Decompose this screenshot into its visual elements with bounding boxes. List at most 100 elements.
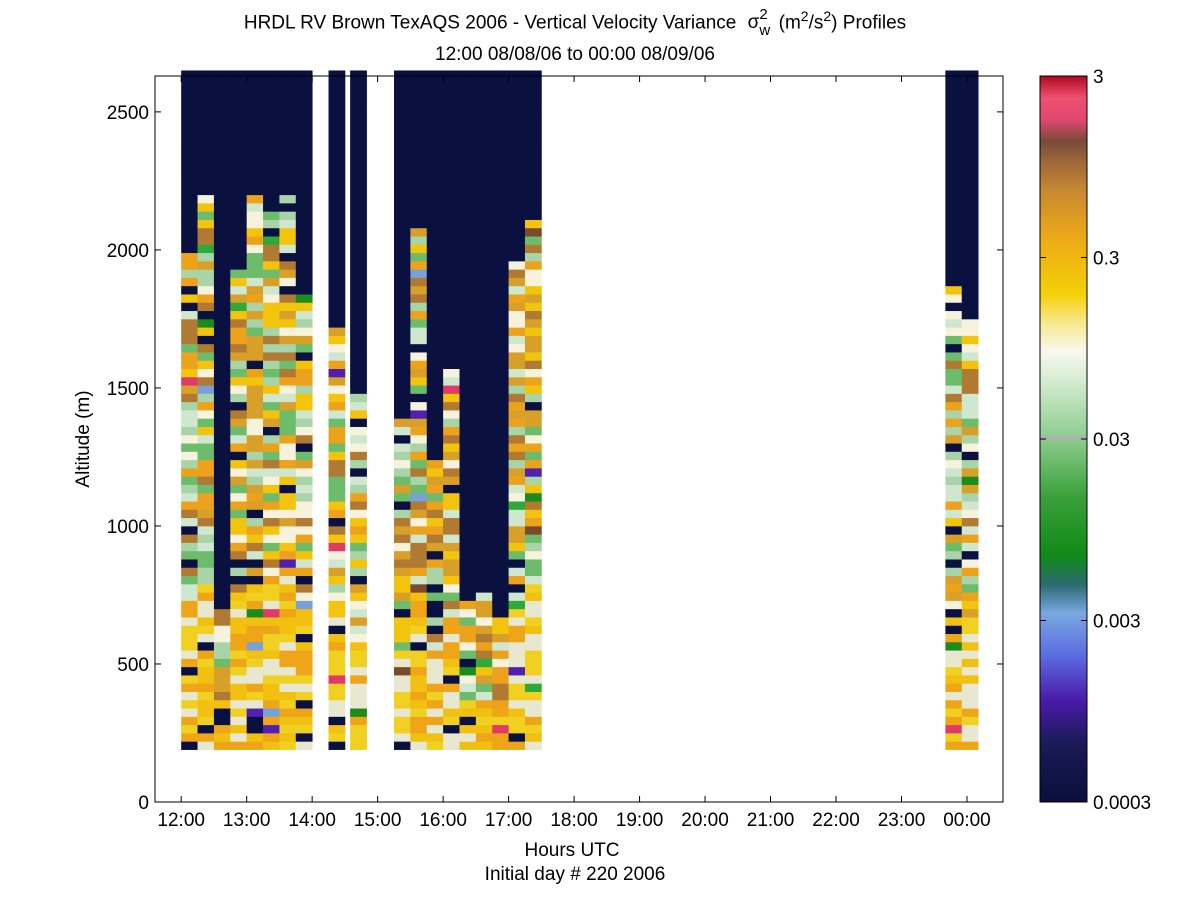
heatmap-cell (213, 70, 231, 80)
heatmap-cell (475, 194, 493, 204)
heatmap-cell (246, 567, 264, 577)
heatmap-cell (263, 724, 280, 734)
heatmap-cell (328, 675, 346, 684)
heatmap-cell (328, 145, 346, 154)
heatmap-cell (524, 741, 542, 750)
heatmap-cell (961, 501, 979, 510)
heatmap-cell (295, 434, 313, 444)
heatmap-cell (508, 567, 526, 577)
heatmap-cell (328, 443, 346, 452)
heatmap-cell (350, 476, 367, 485)
heatmap-cell (230, 252, 248, 262)
heatmap-cell (246, 310, 264, 320)
heatmap-cell (410, 145, 428, 154)
heatmap-cell (197, 277, 215, 287)
heatmap-cell (410, 78, 428, 88)
heatmap-cell (410, 459, 428, 469)
heatmap-cell (181, 269, 198, 278)
heatmap-cell (945, 550, 963, 560)
heatmap-cell (508, 260, 526, 270)
heatmap-cell (295, 658, 313, 668)
heatmap-cell (961, 426, 979, 436)
heatmap-cell (350, 650, 367, 659)
heatmap-cell (410, 401, 428, 411)
heatmap-cell (181, 285, 198, 295)
heatmap-cell (961, 600, 979, 610)
heatmap-cell (492, 583, 510, 593)
heatmap-cell (181, 666, 198, 676)
heatmap-cell (410, 517, 428, 527)
heatmap-cell (350, 227, 367, 237)
heatmap-cell (426, 451, 444, 461)
heatmap-cell (181, 327, 198, 336)
heatmap-cell (263, 145, 280, 154)
x-axis-label: Hours UTC (524, 840, 619, 861)
heatmap-cell (328, 509, 346, 519)
heatmap-cell (492, 335, 510, 345)
heatmap-cell (279, 318, 297, 328)
heatmap-cell (524, 136, 542, 146)
heatmap-cell (945, 633, 963, 643)
heatmap-cell (350, 559, 367, 568)
heatmap-cell (279, 78, 297, 88)
heatmap-cell (443, 459, 460, 469)
heatmap-cell (961, 385, 979, 394)
heatmap-cell (426, 103, 444, 113)
heatmap-cell (246, 260, 264, 270)
heatmap-cell (443, 418, 460, 427)
heatmap-cell (213, 368, 231, 378)
heatmap-cell (394, 625, 411, 635)
heatmap-cell (945, 650, 963, 659)
heatmap-cell (443, 186, 460, 196)
heatmap-cell (426, 294, 444, 303)
heatmap-cell (524, 550, 542, 560)
heatmap-cell (263, 360, 280, 370)
heatmap-cell (945, 534, 963, 543)
heatmap-cell (263, 120, 280, 129)
heatmap-cell (279, 559, 297, 568)
heatmap-cell (508, 219, 526, 229)
heatmap-cell (350, 567, 367, 577)
heatmap-cell (181, 641, 198, 651)
heatmap-cell (181, 244, 198, 254)
x-tick-label-1: 13:00 (223, 810, 271, 831)
heatmap-cell (459, 376, 477, 386)
heatmap-cell (350, 202, 367, 212)
heatmap-cell (350, 641, 367, 651)
heatmap-cell (459, 476, 477, 485)
heatmap-cell (492, 145, 510, 154)
heatmap-cell (279, 310, 297, 320)
heatmap-cell (263, 617, 280, 626)
heatmap-cell (475, 269, 493, 278)
heatmap-cell (246, 327, 264, 336)
heatmap-cell (230, 699, 248, 709)
heatmap-cell (263, 211, 280, 220)
heatmap-cell (213, 310, 231, 320)
heatmap-cell (475, 476, 493, 485)
heatmap-cell (443, 145, 460, 154)
heatmap-cell (295, 410, 313, 419)
heatmap-cell (524, 78, 542, 88)
heatmap-cell (263, 459, 280, 469)
heatmap-cell (350, 492, 367, 502)
heatmap-cell (394, 534, 411, 543)
heatmap-cell (475, 277, 493, 287)
heatmap-cell (443, 335, 460, 345)
heatmap-cell (295, 302, 313, 312)
heatmap-cell (524, 95, 542, 105)
heatmap-cell (263, 534, 280, 543)
heatmap-cell (426, 352, 444, 361)
heatmap-cell (945, 509, 963, 519)
heatmap-cell (213, 467, 231, 477)
heatmap-cell (492, 699, 510, 709)
heatmap-cell (410, 376, 428, 386)
heatmap-cell (213, 732, 231, 742)
heatmap-cell (524, 534, 542, 543)
heatmap-cell (295, 202, 313, 212)
heatmap-cell (475, 418, 493, 427)
heatmap-cell (410, 285, 428, 295)
heatmap-cell (181, 583, 198, 593)
heatmap-cell (410, 550, 428, 560)
x-tick-label-11: 23:00 (878, 810, 926, 831)
